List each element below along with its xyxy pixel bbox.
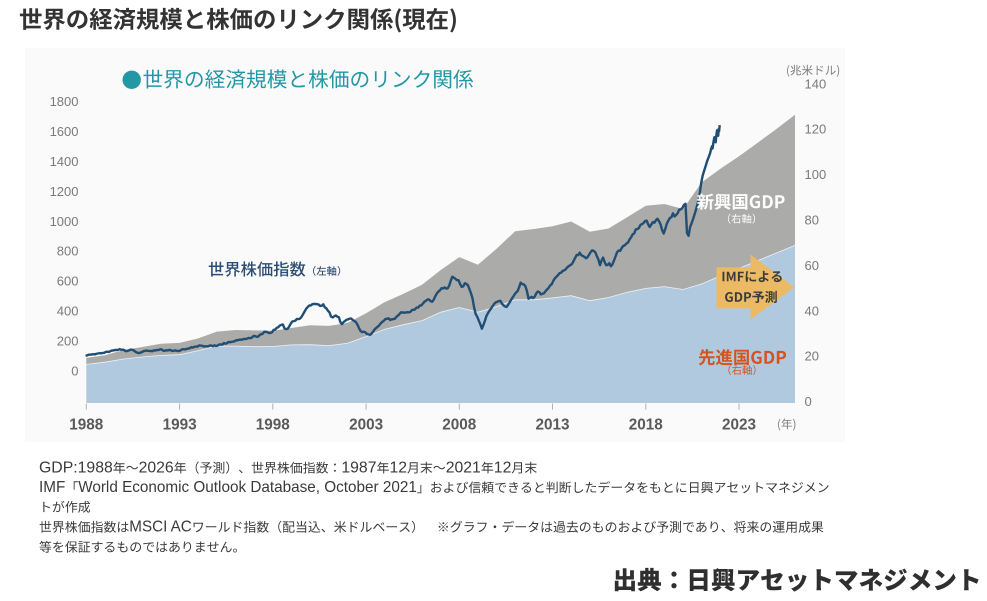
- svg-text:60: 60: [805, 258, 819, 273]
- svg-text:1993: 1993: [163, 416, 197, 433]
- svg-text:2026: 2026: [139, 460, 174, 477]
- svg-text:20: 20: [805, 349, 819, 364]
- svg-text:GDP:1988: GDP:1988: [39, 460, 113, 477]
- svg-text:400: 400: [57, 304, 79, 319]
- svg-text:12: 12: [494, 460, 512, 477]
- svg-text:2023: 2023: [722, 416, 756, 433]
- svg-text:2021: 2021: [446, 460, 481, 477]
- svg-text:40: 40: [805, 303, 819, 318]
- svg-text:1998: 1998: [256, 416, 291, 433]
- svg-text:100: 100: [805, 167, 827, 182]
- svg-text:1000: 1000: [50, 214, 79, 229]
- svg-text:2008: 2008: [442, 416, 477, 433]
- svg-text:1988: 1988: [69, 416, 104, 433]
- svg-text:IMF: IMF: [39, 479, 66, 496]
- svg-text:1987: 1987: [341, 460, 376, 477]
- svg-text:1600: 1600: [50, 124, 79, 139]
- svg-text:2018: 2018: [629, 416, 664, 433]
- svg-text:140: 140: [805, 76, 827, 91]
- svg-text:120: 120: [805, 122, 827, 137]
- svg-text:1400: 1400: [50, 154, 79, 169]
- svg-text:0: 0: [805, 394, 812, 409]
- svg-text:MSCI AC: MSCI AC: [129, 519, 192, 536]
- svg-text:600: 600: [57, 274, 79, 289]
- svg-text:200: 200: [57, 333, 79, 348]
- svg-text:800: 800: [57, 244, 79, 259]
- svg-text:0: 0: [71, 363, 78, 378]
- svg-text:80: 80: [805, 213, 819, 228]
- svg-text:1800: 1800: [50, 94, 79, 109]
- svg-text:1200: 1200: [50, 184, 79, 199]
- svg-text:2013: 2013: [535, 416, 569, 433]
- svg-text:2003: 2003: [349, 416, 383, 433]
- svg-text:12: 12: [390, 460, 408, 477]
- svg-text:World Economic Outlook Databas: World Economic Outlook Database, October…: [78, 479, 417, 496]
